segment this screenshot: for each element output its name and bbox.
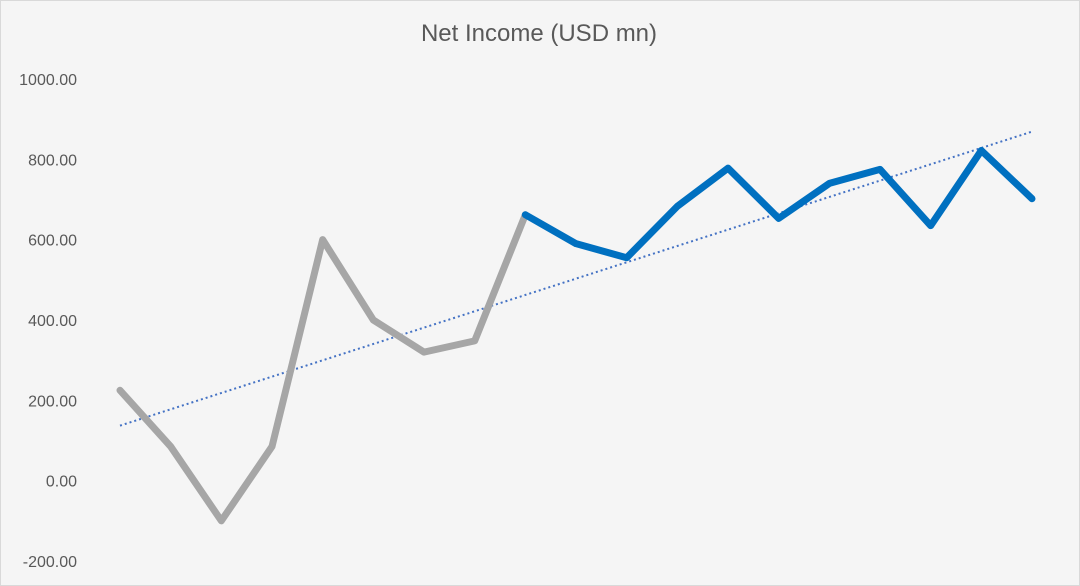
series-line-2 xyxy=(521,146,1036,262)
trendline xyxy=(119,130,1033,427)
series-line-1 xyxy=(116,211,529,525)
y-tick-label: 0.00 xyxy=(46,474,77,491)
y-tick-label: -200.00 xyxy=(23,554,77,571)
y-tick-label: 200.00 xyxy=(28,393,77,410)
chart-title: Net Income (USD mn) xyxy=(420,20,658,47)
y-tick-label: 400.00 xyxy=(28,313,77,330)
y-tick-label: 800.00 xyxy=(28,152,77,169)
y-tick-label: 600.00 xyxy=(28,233,77,250)
y-axis: 1000.00 800.00 600.00 400.00 200.00 0.00 -200.… xyxy=(19,72,77,571)
y-tick-label: 1000.00 xyxy=(19,72,77,89)
plot-lines xyxy=(116,130,1036,525)
